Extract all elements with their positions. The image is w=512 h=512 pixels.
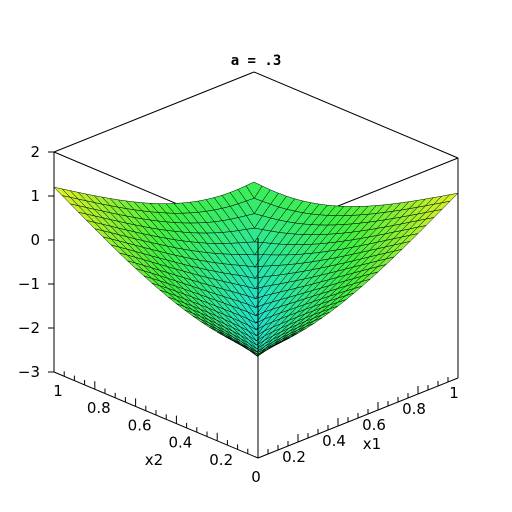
z-tick-label: 1 bbox=[30, 187, 40, 205]
z-tick-label: −1 bbox=[18, 275, 40, 293]
surface-mesh bbox=[53, 181, 459, 357]
x1-tick-label: 0.6 bbox=[362, 416, 386, 434]
x2-tick-label: 1 bbox=[53, 382, 63, 400]
x1-tick-label: 0.8 bbox=[402, 400, 426, 418]
box-edge bbox=[53, 71, 255, 153]
z-tick-label: 0 bbox=[30, 231, 40, 249]
x2-tick-label: 0.8 bbox=[87, 399, 111, 417]
x2-tick-label: 0.6 bbox=[128, 416, 152, 434]
x1-axis-label: x1 bbox=[363, 435, 381, 453]
x1-tick-label: 0.2 bbox=[282, 448, 306, 466]
chart-title: a = .3 bbox=[231, 53, 282, 69]
x2-tick-label: 0.2 bbox=[209, 451, 233, 469]
axis-ticks bbox=[48, 151, 459, 454]
axis-labels: 2 1 0 −1 −2 −3 0.2 0.4 0.6 0.8 1 0 0.2 0.4 0.6 0.8 1 x1 x2 bbox=[18, 143, 459, 486]
x1-tick-label: 1 bbox=[449, 384, 459, 402]
z-tick-label: 2 bbox=[30, 143, 40, 161]
z-tick-label: −2 bbox=[18, 319, 40, 337]
x2-axis-label: x2 bbox=[145, 451, 163, 469]
box-edge bbox=[253, 71, 459, 159]
x2-tick-label: 0 bbox=[251, 468, 261, 486]
x2-tick-label: 0.4 bbox=[168, 434, 192, 452]
x1-tick-label: 0.4 bbox=[322, 432, 346, 450]
z-tick-label: −3 bbox=[18, 363, 40, 381]
